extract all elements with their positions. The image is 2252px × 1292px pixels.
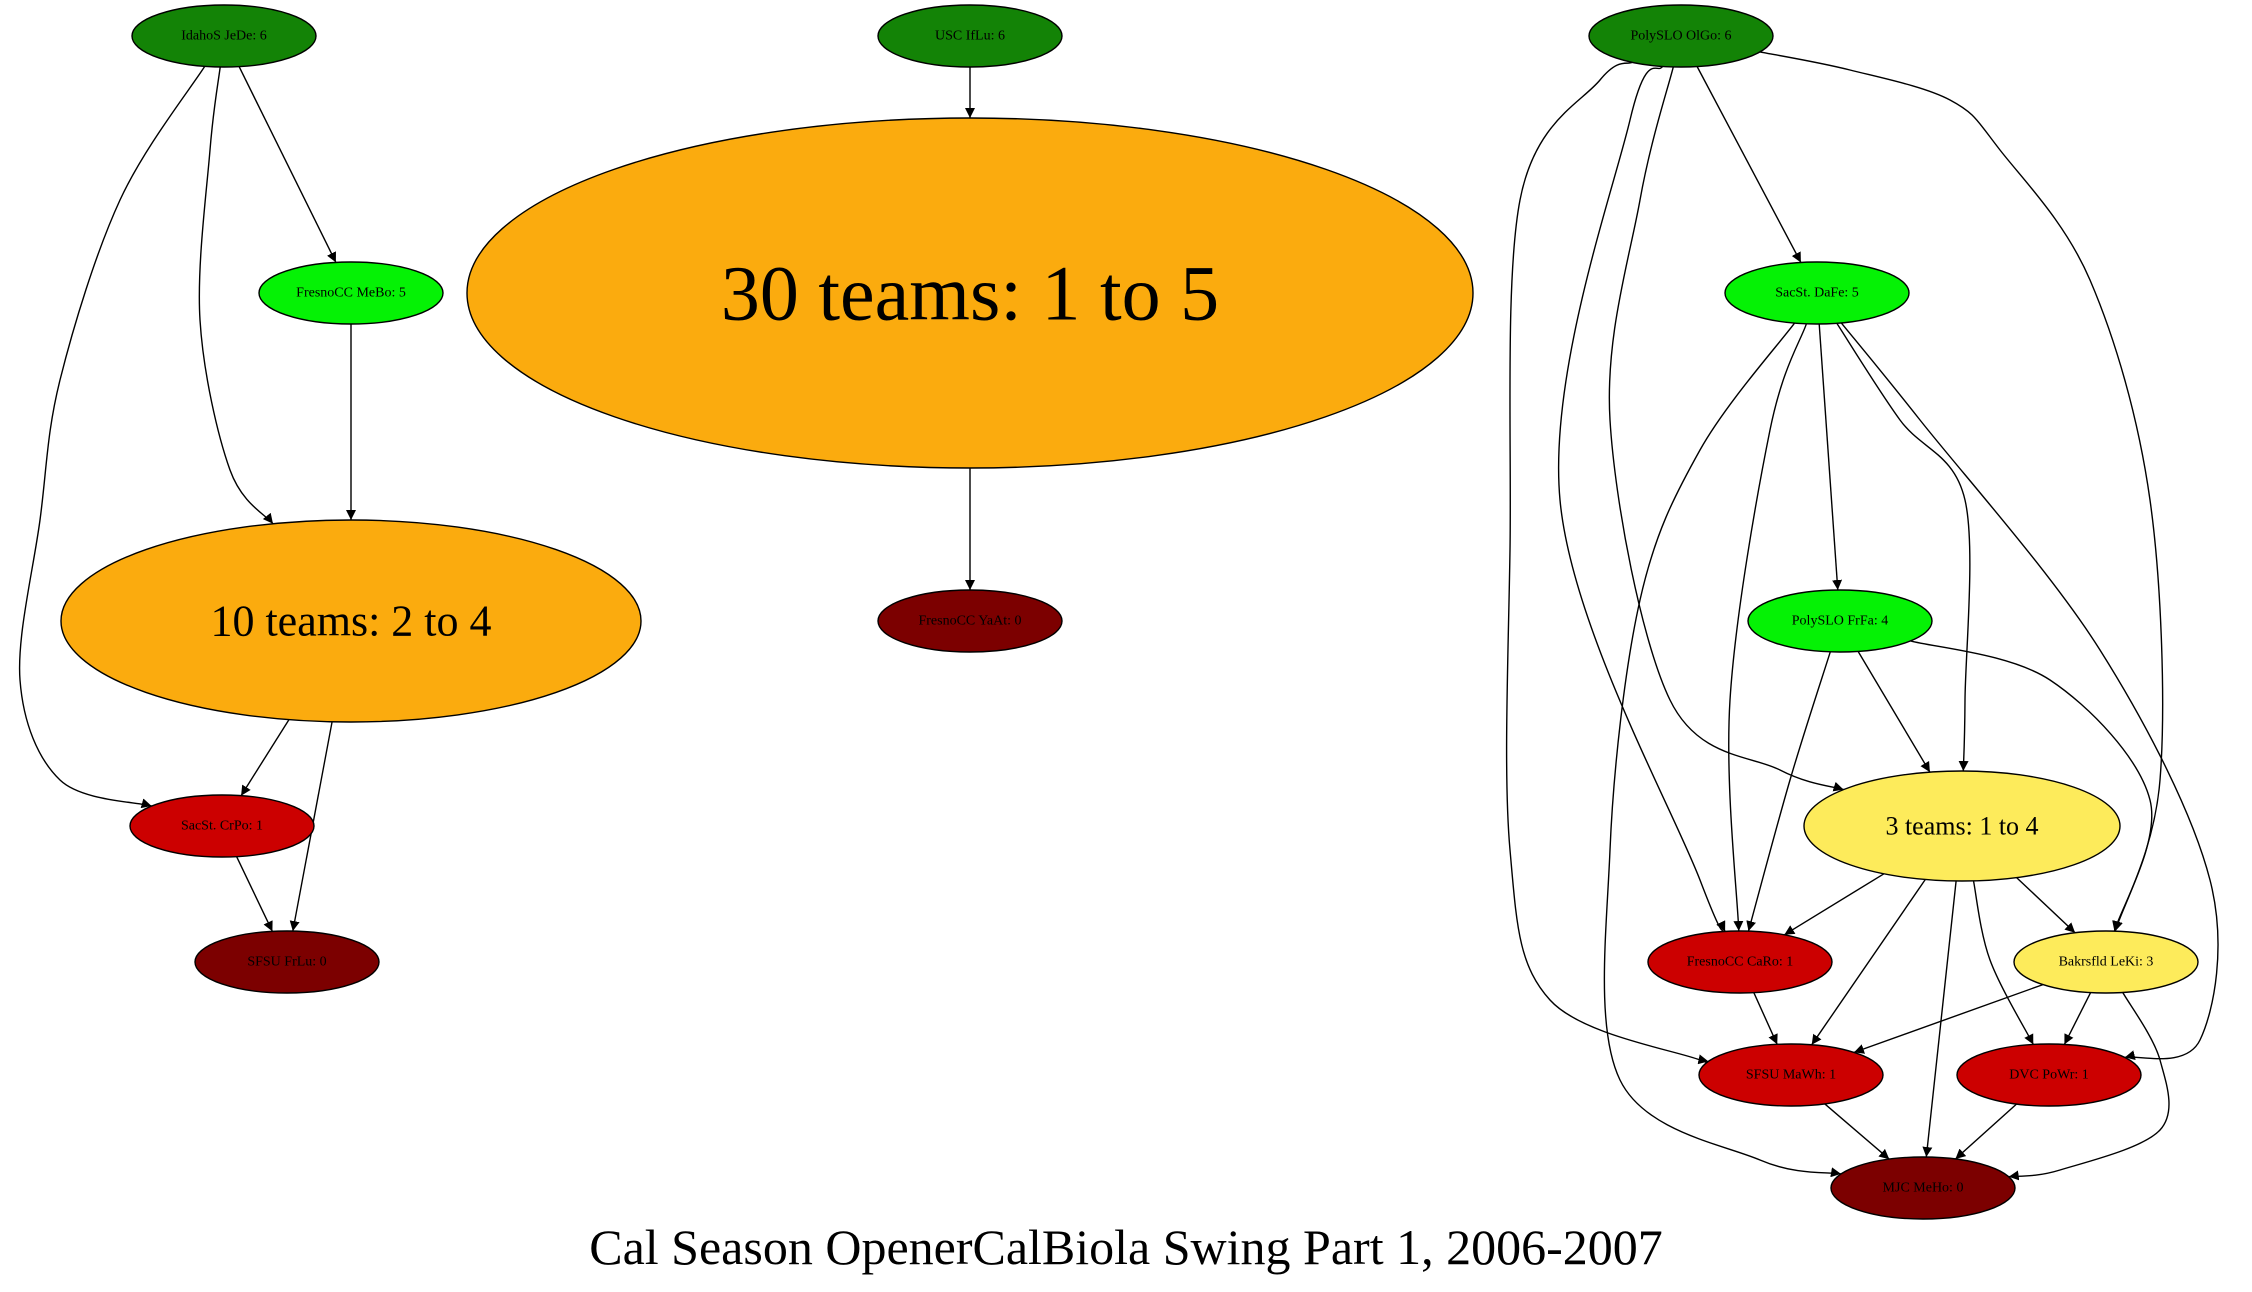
node-label: SFSU MaWh: 1 bbox=[1746, 1068, 1836, 1083]
edge-sacst-dafe-to-mjc-meho bbox=[1603, 322, 1842, 1178]
node-ellipse bbox=[1956, 1043, 2142, 1107]
node-ellipse bbox=[60, 519, 642, 723]
node-polyslo-olgo: PolySLO OlGo: 6 bbox=[1588, 4, 1774, 68]
node-sacst-crpo: SacSt. CrPo: 1 bbox=[129, 794, 315, 858]
node-mjc-meho: MJC MeHo: 0 bbox=[1830, 1156, 2016, 1220]
edge-three-teams-to-sfsu-mawh bbox=[1811, 879, 1926, 1046]
node-label: 30 teams: 1 to 5 bbox=[721, 250, 1219, 337]
node-ellipse bbox=[1698, 1043, 1884, 1107]
node-ellipse bbox=[877, 589, 1063, 653]
node-ellipse bbox=[1803, 770, 2121, 882]
edge-bakrsfld-leki-to-mjc-meho bbox=[2008, 992, 2170, 1181]
edge-polyslo-frfa-to-three-teams bbox=[1857, 651, 1931, 773]
node-ellipse bbox=[129, 794, 315, 858]
node-ellipse bbox=[258, 261, 444, 325]
node-label: SFSU FrLu: 0 bbox=[247, 955, 326, 970]
edge-polyslo-frfa-to-bakrsfld-leki bbox=[1910, 640, 2153, 932]
node-fresnocc-yaat: FresnoCC YaAt: 0 bbox=[877, 589, 1063, 653]
node-label: MJC MeHo: 0 bbox=[1883, 1181, 1964, 1196]
edge-sfsu-mawh-to-mjc-meho bbox=[1824, 1103, 1890, 1160]
edge-ten-teams-to-sacst-crpo bbox=[240, 719, 290, 797]
node-dvc-powr: DVC PoWr: 1 bbox=[1956, 1043, 2142, 1107]
node-ellipse bbox=[877, 4, 1063, 68]
node-label: PolySLO FrFa: 4 bbox=[1792, 614, 1888, 629]
node-label: FresnoCC CaRo: 1 bbox=[1687, 955, 1794, 970]
node-sfsu-mawh: SFSU MaWh: 1 bbox=[1698, 1043, 1884, 1107]
node-bakrsfld-leki: Bakrsfld LeKi: 3 bbox=[2013, 930, 2199, 994]
node-fresnocc-caro: FresnoCC CaRo: 1 bbox=[1647, 930, 1833, 994]
node-label: 10 teams: 2 to 4 bbox=[210, 597, 491, 646]
edge-polyslo-olgo-to-three-teams bbox=[1608, 66, 1844, 792]
edge-sacst-dafe-to-fresnocc-caro bbox=[1728, 323, 1808, 932]
node-ellipse bbox=[1588, 4, 1774, 68]
node-ten-teams: 10 teams: 2 to 4 bbox=[60, 519, 642, 723]
edge-fresnocc-caro-to-sfsu-mawh bbox=[1753, 992, 1778, 1045]
node-ellipse bbox=[2013, 930, 2199, 994]
node-idahos-jede: IdahoS JeDe: 6 bbox=[131, 4, 317, 68]
node-label: DVC PoWr: 1 bbox=[2009, 1068, 2089, 1083]
edge-idahos-jede-to-sacst-crpo bbox=[18, 65, 206, 809]
node-polyslo-frfa: PolySLO FrFa: 4 bbox=[1747, 589, 1933, 653]
node-label: USC IfLu: 6 bbox=[935, 29, 1005, 44]
node-label: FresnoCC YaAt: 0 bbox=[918, 614, 1021, 629]
graph-caption: Cal Season OpenerCalBiola Swing Part 1, … bbox=[589, 1219, 1663, 1275]
node-ellipse bbox=[194, 930, 380, 994]
edge-three-teams-to-mjc-meho bbox=[1922, 880, 1957, 1158]
node-fresnocc-mebo: FresnoCC MeBo: 5 bbox=[258, 261, 444, 325]
edge-idahos-jede-to-fresnocc-mebo bbox=[238, 66, 337, 263]
edge-sacst-dafe-to-dvc-powr bbox=[1840, 322, 2219, 1061]
edges-layer bbox=[18, 51, 2219, 1181]
node-label: SacSt. DaFe: 5 bbox=[1775, 286, 1859, 301]
edge-dvc-powr-to-mjc-meho bbox=[1954, 1103, 2018, 1160]
edge-polyslo-olgo-to-sacst-dafe bbox=[1696, 66, 1802, 263]
node-ellipse bbox=[131, 4, 317, 68]
node-usc-iflu: USC IfLu: 6 bbox=[877, 4, 1063, 68]
node-three-teams: 3 teams: 1 to 4 bbox=[1803, 770, 2121, 882]
edge-bakrsfld-leki-to-dvc-powr bbox=[2063, 992, 2092, 1045]
edge-polyslo-olgo-to-bakrsfld-leki bbox=[1759, 51, 2164, 932]
node-ellipse bbox=[466, 117, 1474, 469]
nodes-layer: IdahoS JeDe: 6 USC IfLu: 6 PolySLO OlGo: 6… bbox=[60, 4, 2199, 1220]
edge-polyslo-olgo-to-fresnocc-caro bbox=[1557, 65, 1726, 932]
node-thirty-teams: 30 teams: 1 to 5 bbox=[466, 117, 1474, 469]
edge-three-teams-to-dvc-powr bbox=[1972, 880, 2034, 1045]
node-label: IdahoS JeDe: 6 bbox=[181, 29, 267, 44]
edge-sacst-crpo-to-sfsu-frlu bbox=[235, 856, 274, 932]
node-label: SacSt. CrPo: 1 bbox=[181, 819, 263, 834]
edge-polyslo-frfa-to-fresnocc-caro bbox=[1746, 651, 1831, 932]
node-ellipse bbox=[1830, 1156, 2016, 1220]
edge-polyslo-olgo-to-sfsu-mawh bbox=[1505, 61, 1715, 1066]
node-ellipse bbox=[1747, 589, 1933, 653]
node-sfsu-frlu: SFSU FrLu: 0 bbox=[194, 930, 380, 994]
node-label: Bakrsfld LeKi: 3 bbox=[2059, 955, 2154, 970]
node-ellipse bbox=[1647, 930, 1833, 994]
node-label: 3 teams: 1 to 4 bbox=[1885, 812, 2038, 841]
edge-sacst-dafe-to-polyslo-frfa bbox=[1818, 323, 1843, 591]
node-ellipse bbox=[1724, 261, 1910, 325]
edge-bakrsfld-leki-to-sfsu-mawh bbox=[1853, 983, 2044, 1054]
edge-three-teams-to-bakrsfld-leki bbox=[2016, 877, 2076, 934]
node-label: FresnoCC MeBo: 5 bbox=[296, 286, 406, 301]
node-sacst-dafe: SacSt. DaFe: 5 bbox=[1724, 261, 1910, 325]
node-label: PolySLO OlGo: 6 bbox=[1630, 29, 1731, 44]
edge-idahos-jede-to-ten-teams bbox=[198, 66, 274, 525]
edge-three-teams-to-fresnocc-caro bbox=[1783, 873, 1885, 936]
edge-sacst-dafe-to-three-teams bbox=[1836, 322, 1971, 772]
